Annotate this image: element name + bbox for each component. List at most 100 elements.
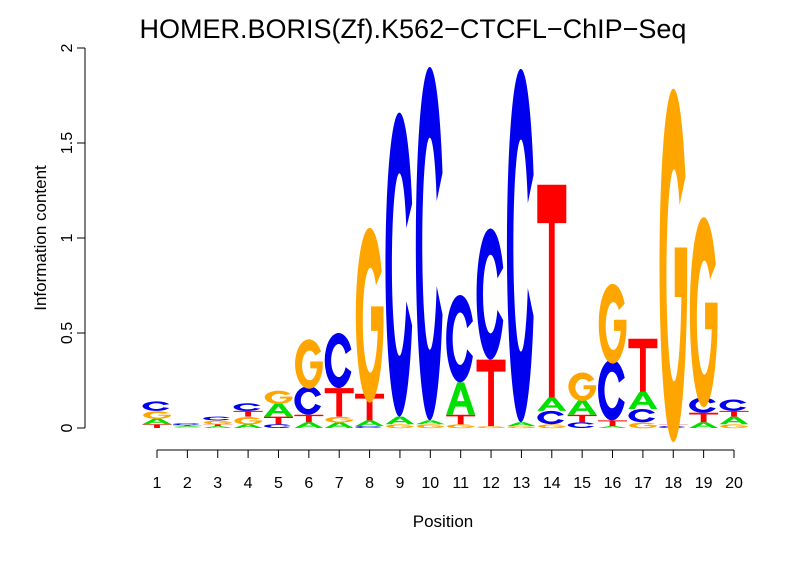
logo-letter-A: [415, 420, 445, 425]
y-tick-label: 0: [59, 423, 76, 432]
x-tick-label: 6: [304, 475, 313, 492]
logo-letter-T: [598, 420, 628, 427]
logo-letter-C: [567, 422, 595, 428]
logo-letter-C: [203, 416, 230, 421]
logo-letter-T: [233, 410, 263, 417]
logo-letter-T: [294, 414, 324, 423]
logo-letter-G: [446, 424, 475, 429]
logo-letter-G: [598, 283, 627, 364]
logo-letter-A: [263, 403, 293, 417]
y-tick-label: 1.5: [59, 132, 76, 154]
x-tick-label: 14: [543, 475, 561, 492]
logo-letter-T: [263, 416, 293, 425]
logo-letter-A: [537, 397, 567, 411]
logo-letter-T: [628, 338, 658, 392]
y-tick-label: 2: [59, 43, 76, 52]
logo-letter-C: [537, 410, 564, 425]
logo-letter-A: [324, 422, 354, 428]
logo-letter-C: [689, 397, 716, 413]
logo-letter-T: [446, 414, 476, 425]
logo-letter-G: [568, 372, 597, 401]
logo-letter-A: [142, 418, 172, 425]
x-tick-label: 8: [365, 475, 374, 492]
logo-letter-G: [203, 420, 232, 425]
x-tick-label: 16: [604, 475, 622, 492]
x-axis-label: Position: [413, 512, 473, 531]
logo-letter-T: [567, 414, 597, 423]
logo-letter-G: [720, 424, 748, 429]
x-tick-label: 18: [664, 475, 682, 492]
y-axis-label: Information content: [31, 165, 50, 311]
logo-letter-G: [507, 426, 536, 429]
logo-letter-T: [203, 424, 233, 427]
logo-letter-G: [659, 88, 688, 443]
logo-letter-T: [689, 412, 719, 423]
chart-title: HOMER.BORIS(Zf).K562−CTCFL−ChIP−Seq: [140, 14, 687, 44]
x-tick-label: 10: [421, 475, 439, 492]
logo-letter-A: [719, 416, 749, 425]
logo-letter-G: [264, 390, 293, 404]
logo-letter-C: [476, 228, 504, 360]
logo-letter-A: [172, 426, 202, 428]
logo-letter-A: [598, 426, 628, 428]
logo-letter-C: [324, 333, 352, 389]
axes: 00.511.521 2 3 4 5 6 7 8 9 10 11 12 13 14 15 16 17 18 19 20: [59, 43, 743, 492]
logo-letter-C: [172, 423, 200, 426]
logo-letter-T: [355, 393, 385, 421]
logo-letter-C: [263, 424, 291, 428]
logo-letter-C: [233, 403, 261, 411]
logo-letter-G: [477, 426, 505, 429]
logo-letter-G: [234, 416, 263, 425]
logo-letter-G: [689, 217, 718, 408]
x-tick-label: 4: [244, 475, 253, 492]
logo-letter-C: [355, 426, 382, 428]
logo-letter-T: [324, 388, 354, 417]
logo-letter-T: [142, 424, 172, 428]
x-tick-label: 3: [213, 475, 222, 492]
x-tick-label: 15: [573, 475, 591, 492]
x-tick-label: 2: [183, 475, 192, 492]
logo-letter-T: [537, 184, 567, 398]
x-tick-label: 12: [482, 475, 500, 492]
logo-letter-C: [719, 399, 747, 411]
logo-letter-G: [325, 416, 354, 423]
logo-letter-T: [719, 410, 749, 417]
logo-letter-A: [294, 422, 324, 428]
logo-letter-A: [385, 416, 415, 425]
logo-letter-A: [233, 424, 263, 428]
x-tick-label: 13: [513, 475, 531, 492]
logo-letter-C: [294, 386, 322, 415]
logo-letter-C: [385, 112, 413, 417]
logo-letter-G: [386, 424, 414, 429]
logo-letter-T: [172, 425, 202, 427]
logo-letter-G: [416, 424, 445, 429]
x-tick-label: 19: [695, 475, 713, 492]
x-tick-label: 17: [634, 475, 652, 492]
x-tick-label: 5: [274, 475, 283, 492]
logo-letter-A: [446, 382, 476, 415]
x-tick-label: 1: [153, 475, 162, 492]
logo-letter-C: [598, 359, 625, 421]
logo-letter-C: [506, 68, 534, 423]
logo-letter-C: [142, 401, 170, 411]
logo-letter-A: [689, 422, 719, 428]
y-tick-label: 0.5: [59, 322, 76, 344]
logo-letter-G: [538, 424, 566, 429]
logo-letter-C: [446, 295, 473, 383]
y-tick-label: 1: [59, 233, 76, 242]
x-tick-label: 20: [725, 475, 743, 492]
logo-letter-G: [143, 411, 171, 419]
logo-letter-A: [628, 391, 658, 409]
x-tick-label: 9: [395, 475, 404, 492]
logo-letter-C: [415, 67, 443, 421]
logo-letter-G: [355, 227, 384, 403]
logo-letter-C: [628, 409, 656, 423]
logo-letter-G: [295, 339, 323, 389]
logo-letter-A: [203, 426, 233, 428]
logo-letter-A: [567, 399, 597, 415]
logo-letter-A: [355, 420, 385, 427]
logo-letter-A: [506, 422, 536, 427]
logo-letter-T: [476, 359, 506, 427]
